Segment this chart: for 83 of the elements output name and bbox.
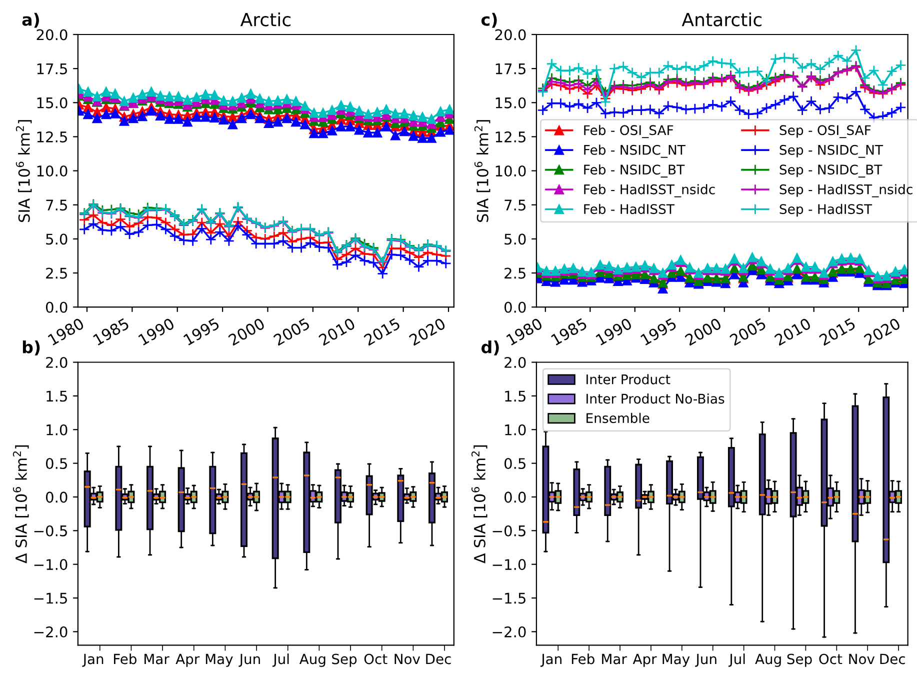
legend-label: Sep - HadISST_nsidc: [780, 184, 912, 198]
legend-label: Sep - NSIDC_NT: [780, 144, 884, 158]
legend-label: Ensemble: [586, 412, 650, 424]
y-tick-label: 15.0: [37, 97, 68, 108]
y-tick-label: −1.0: [34, 559, 68, 570]
y-tick-label: 0.5: [504, 458, 526, 470]
x-tick-label: Nov: [849, 654, 875, 664]
text: b): [22, 340, 40, 356]
x-tick-label: Feb: [572, 653, 594, 664]
y-tick-label: −2.0: [34, 626, 68, 638]
legend-label: Sep - OSI_SAF: [780, 125, 871, 138]
x-tick-label: Apr: [632, 654, 657, 667]
x-tick-label: Sep: [787, 654, 812, 667]
y-tick-label: −0.5: [492, 525, 526, 536]
x-tick-label: Mar: [602, 654, 627, 664]
x-tick-label: Oct: [364, 654, 388, 664]
y-axis-title: SIA [10$^{6}$ km$^{2}$]: [16, 120, 32, 222]
y-axis-title: Δ SIA [10$^{6}$ km$^{2}$]: [12, 445, 29, 564]
y-axis-title: SIA [10$^{6}$ km$^{2}$]: [474, 120, 490, 222]
x-tick-label: Aug: [755, 654, 781, 667]
x-tick-label: Dec: [426, 654, 451, 664]
legend-label: Feb - NSIDC_BT: [584, 164, 685, 178]
y-tick-label: 17.5: [496, 63, 526, 74]
y-tick-label: 15.0: [496, 97, 526, 108]
y-tick-label: 0.0: [504, 302, 526, 313]
y-tick-label: 12.5: [496, 131, 526, 142]
y-tick-label: 1.0: [46, 424, 68, 436]
legend-label: Inter Product No-Bias: [586, 393, 724, 404]
y-tick-label: −1.0: [492, 559, 526, 570]
x-tick-label: Oct: [819, 654, 842, 664]
x-tick-label: May: [662, 654, 690, 667]
y-tick-label: 5.0: [46, 234, 68, 245]
text: a): [22, 12, 39, 28]
x-tick-label: Dec: [880, 654, 905, 664]
chart-title: Arctic: [240, 12, 290, 26]
y-tick-label: 0.0: [46, 492, 68, 503]
y-tick-label: 0.0: [46, 302, 68, 313]
y-tick-label: 20.0: [495, 29, 526, 40]
y-tick-label: 7.5: [46, 200, 67, 211]
y-tick-label: 1.0: [505, 424, 526, 436]
x-tick-label: May: [206, 654, 233, 667]
y-tick-label: 0.0: [504, 492, 526, 503]
x-tick-label: Jul: [728, 653, 745, 667]
legend-label: Sep - HadISST: [780, 204, 872, 217]
x-tick-label: Jul: [272, 653, 289, 667]
x-tick-label: Jun: [695, 654, 716, 667]
y-tick-label: 1.5: [46, 390, 67, 402]
legend-label: Feb - HadISST_nsidc: [584, 184, 715, 198]
x-tick-label: Jan: [540, 654, 562, 667]
y-tick-label: −1.5: [492, 592, 526, 604]
legend-label: Feb - NSIDC_NT: [584, 144, 686, 158]
legend-label: Inter Product: [586, 374, 670, 384]
legend-label: Sep - NSIDC_BT: [780, 164, 882, 178]
text: c): [481, 12, 497, 28]
y-tick-label: −0.5: [34, 525, 67, 536]
y-tick-label: −1.5: [34, 592, 67, 604]
y-tick-label: 10.0: [37, 165, 68, 177]
y-tick-label: 5.0: [504, 234, 526, 245]
x-tick-label: Apr: [176, 654, 200, 667]
x-tick-label: Mar: [144, 654, 170, 664]
y-tick-label: 17.5: [37, 63, 67, 74]
y-tick-label: 7.5: [504, 200, 526, 211]
x-tick-label: Jan: [82, 654, 104, 667]
y-tick-label: −2.0: [492, 626, 526, 638]
x-tick-label: Feb: [114, 653, 136, 664]
y-tick-label: 2.0: [46, 356, 68, 368]
y-tick-label: 1.5: [505, 390, 526, 402]
legend-label: Feb - HadISST: [584, 204, 675, 214]
x-tick-label: Aug: [299, 654, 326, 667]
y-tick-label: 20.0: [36, 29, 68, 40]
y-axis-title: Δ SIA [10$^{6}$ km$^{2}$]: [471, 445, 488, 564]
x-tick-label: Jun: [238, 654, 260, 667]
y-tick-label: 2.5: [46, 268, 67, 279]
y-tick-label: 10.0: [496, 165, 526, 177]
y-tick-label: 2.5: [504, 268, 526, 279]
y-tick-label: 2.0: [504, 356, 526, 368]
x-tick-label: Sep: [332, 654, 357, 667]
chart-title: Antarctic: [682, 12, 762, 26]
y-tick-label: 12.5: [37, 131, 67, 142]
y-tick-label: 0.5: [46, 458, 67, 470]
x-tick-label: Nov: [394, 654, 420, 664]
legend-label: Feb - OSI_SAF: [584, 124, 674, 138]
text: d): [481, 340, 499, 356]
